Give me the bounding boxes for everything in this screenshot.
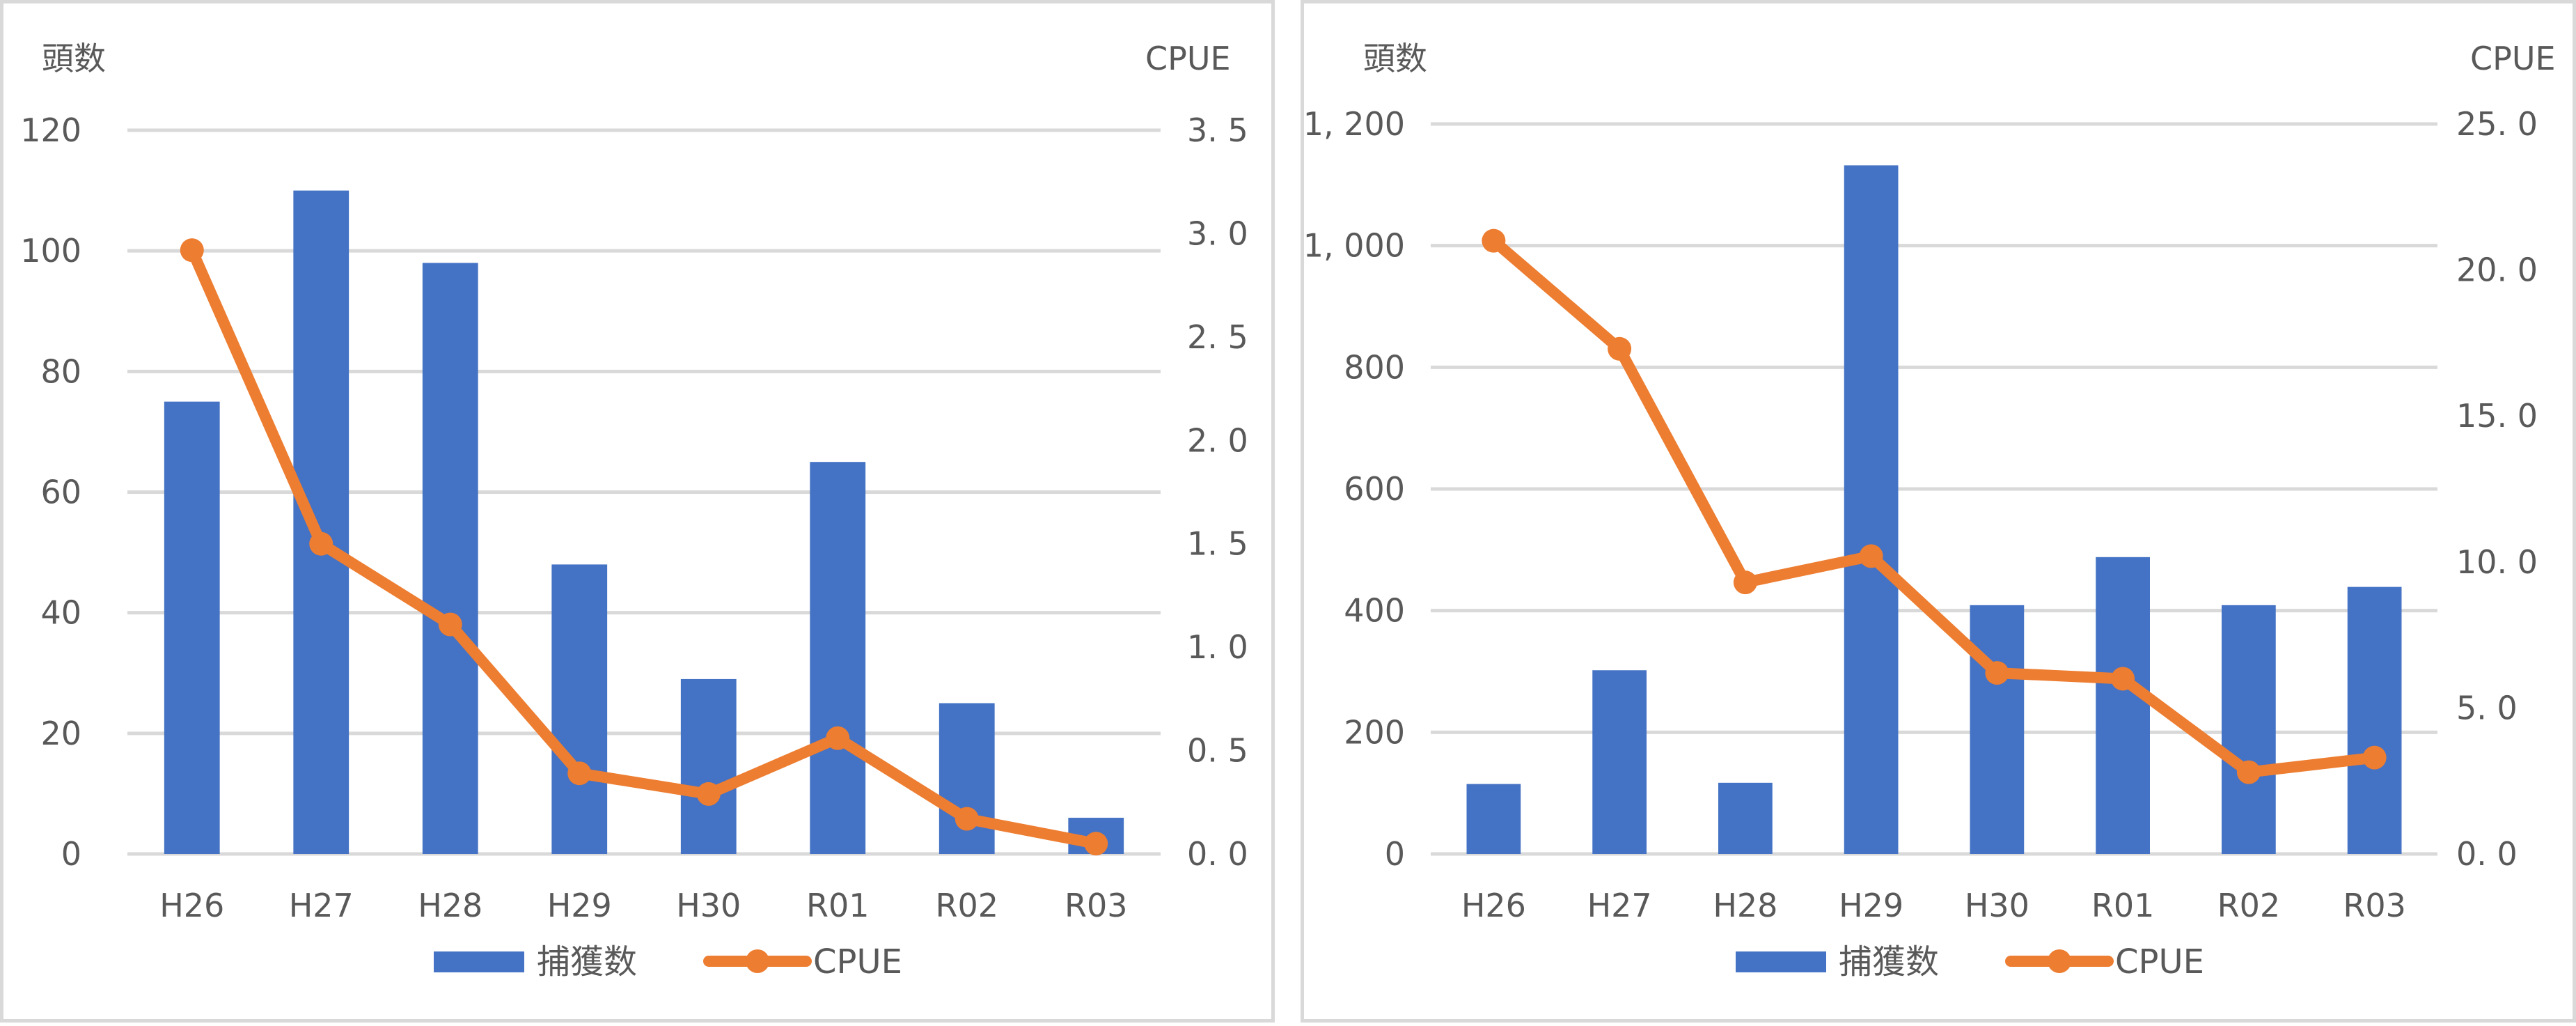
right-axis-tick: 2. 5 <box>1187 318 1248 356</box>
bar-R02 <box>938 703 995 854</box>
legend-bar-label: 捕獲数 <box>1839 942 1939 981</box>
combo-chart-left: 0 20 40 60 80 100 120 0. 0 0. 5 1. 0 1. 5 2. 0 2. 5 3… <box>20 40 1248 981</box>
bar-H28 <box>1718 782 1773 854</box>
cpue-marker-R02 <box>2236 760 2261 784</box>
cpue-marker-H28 <box>1733 570 1757 595</box>
cpue-marker-H27 <box>309 531 333 556</box>
category-label: R01 <box>806 887 870 924</box>
cpue-marker-H29 <box>567 761 592 786</box>
right-axis-tick: 0. 0 <box>1187 835 1248 873</box>
left-axis-tick: 80 <box>40 352 81 390</box>
left-axis-tick: 100 <box>20 232 81 270</box>
cpue-marker-H29 <box>1859 544 1883 568</box>
combo-chart-right: 0 200 400 600 800 1, 000 1, 200 0. 0 5. 0 10. 0 15… <box>1304 40 2556 981</box>
cpue-line <box>187 247 1097 850</box>
bar-R02 <box>2222 605 2276 854</box>
category-label: R03 <box>2343 887 2406 924</box>
bar-H30 <box>1970 605 2025 854</box>
chart-panel-right: 0 200 400 600 800 1, 000 1, 200 0. 0 5. 0 10. 0 15… <box>1301 0 2576 1023</box>
right-axis-tick: 0. 0 <box>2456 835 2518 873</box>
left-axis-tick: 20 <box>40 715 81 752</box>
left-axis-title: 頭数 <box>1363 40 1427 77</box>
right-axis-tick: 10. 0 <box>2456 543 2538 581</box>
cpue-marker-H30 <box>1985 661 2009 685</box>
category-label: H29 <box>547 887 612 924</box>
category-label: H30 <box>1965 887 2029 924</box>
right-axis-tick: 1. 0 <box>1187 628 1248 666</box>
left-axis-tick: 600 <box>1344 470 1405 508</box>
right-axis-tick: 0. 5 <box>1187 732 1248 770</box>
right-axis-tick: 3. 5 <box>1187 111 1248 149</box>
right-axis-tick: 2. 0 <box>1187 421 1248 459</box>
cpue-line <box>1490 236 2375 778</box>
category-label: H30 <box>676 887 741 924</box>
bar-H26 <box>164 401 220 854</box>
category-label: H27 <box>289 887 354 924</box>
left-axis-tick: 0 <box>1385 835 1405 873</box>
bar-R03 <box>2347 586 2402 854</box>
cpue-marker-H28 <box>438 612 462 637</box>
left-axis-tick: 400 <box>1344 592 1405 630</box>
category-label: H26 <box>159 887 224 924</box>
cpue-marker-H26 <box>1482 228 1506 253</box>
right-axis-tick: 3. 0 <box>1187 215 1248 252</box>
legend-marker-icon <box>746 949 769 973</box>
legend: 捕獲数 CPUE <box>434 942 902 981</box>
left-axis-tick: 60 <box>40 474 81 511</box>
left-axis-tick: 40 <box>40 594 81 632</box>
left-axis-tick: 200 <box>1344 713 1405 751</box>
left-axis-tick: 800 <box>1344 348 1405 386</box>
bar-H27 <box>1592 670 1647 854</box>
right-axis-title: CPUE <box>2470 40 2556 77</box>
legend-marker-icon <box>2048 949 2071 973</box>
bar-H29 <box>551 564 608 854</box>
right-axis-title: CPUE <box>1145 40 1231 77</box>
right-axis-tick: 25. 0 <box>2456 105 2538 143</box>
bar-H29 <box>1844 165 1899 855</box>
left-axis-title: 頭数 <box>42 40 106 77</box>
cpue-marker-R01 <box>826 726 850 750</box>
category-label: H27 <box>1587 887 1652 924</box>
legend-line-label: CPUE <box>2115 942 2204 981</box>
left-axis-tick: 1, 000 <box>1304 227 1405 265</box>
cpue-marker-R03 <box>1084 832 1108 856</box>
category-label: H28 <box>1713 887 1777 924</box>
chart-panel-left: 0 20 40 60 80 100 120 0. 0 0. 5 1. 0 1. 5 2. 0 2. 5 3… <box>0 0 1275 1023</box>
cpue-marker-R03 <box>2362 745 2387 770</box>
category-label: R01 <box>2091 887 2155 924</box>
category-label: R02 <box>2217 887 2281 924</box>
legend: 捕獲数 CPUE <box>1736 942 2204 981</box>
category-label: R02 <box>936 887 999 924</box>
bar-H26 <box>1466 784 1521 854</box>
bar-H27 <box>293 190 350 854</box>
cpue-marker-H30 <box>696 782 721 806</box>
right-axis-tick: 5. 0 <box>2456 689 2518 726</box>
right-axis-tick: 20. 0 <box>2456 251 2538 289</box>
bar-R01 <box>2096 557 2150 854</box>
bar-H28 <box>422 263 478 854</box>
left-axis-tick: 0 <box>61 835 81 873</box>
cpue-marker-H27 <box>1608 336 1632 361</box>
cpue-marker-R02 <box>955 807 979 831</box>
right-axis-tick: 15. 0 <box>2456 397 2538 435</box>
category-label: H29 <box>1839 887 1903 924</box>
cpue-marker-H26 <box>180 238 204 263</box>
legend-bar-swatch <box>434 951 524 972</box>
category-label: H26 <box>1461 887 1526 924</box>
bar-R01 <box>810 462 866 854</box>
legend-line-label: CPUE <box>813 942 902 981</box>
left-axis-tick: 120 <box>20 111 81 149</box>
right-axis-tick: 1. 5 <box>1187 525 1248 563</box>
cpue-marker-R01 <box>2111 667 2135 691</box>
category-label: H28 <box>418 887 482 924</box>
legend-bar-swatch <box>1736 951 1826 972</box>
left-axis-tick: 1, 200 <box>1304 105 1405 143</box>
category-label: R03 <box>1065 887 1128 924</box>
legend-bar-label: 捕獲数 <box>537 942 637 981</box>
bar-H30 <box>680 678 737 854</box>
